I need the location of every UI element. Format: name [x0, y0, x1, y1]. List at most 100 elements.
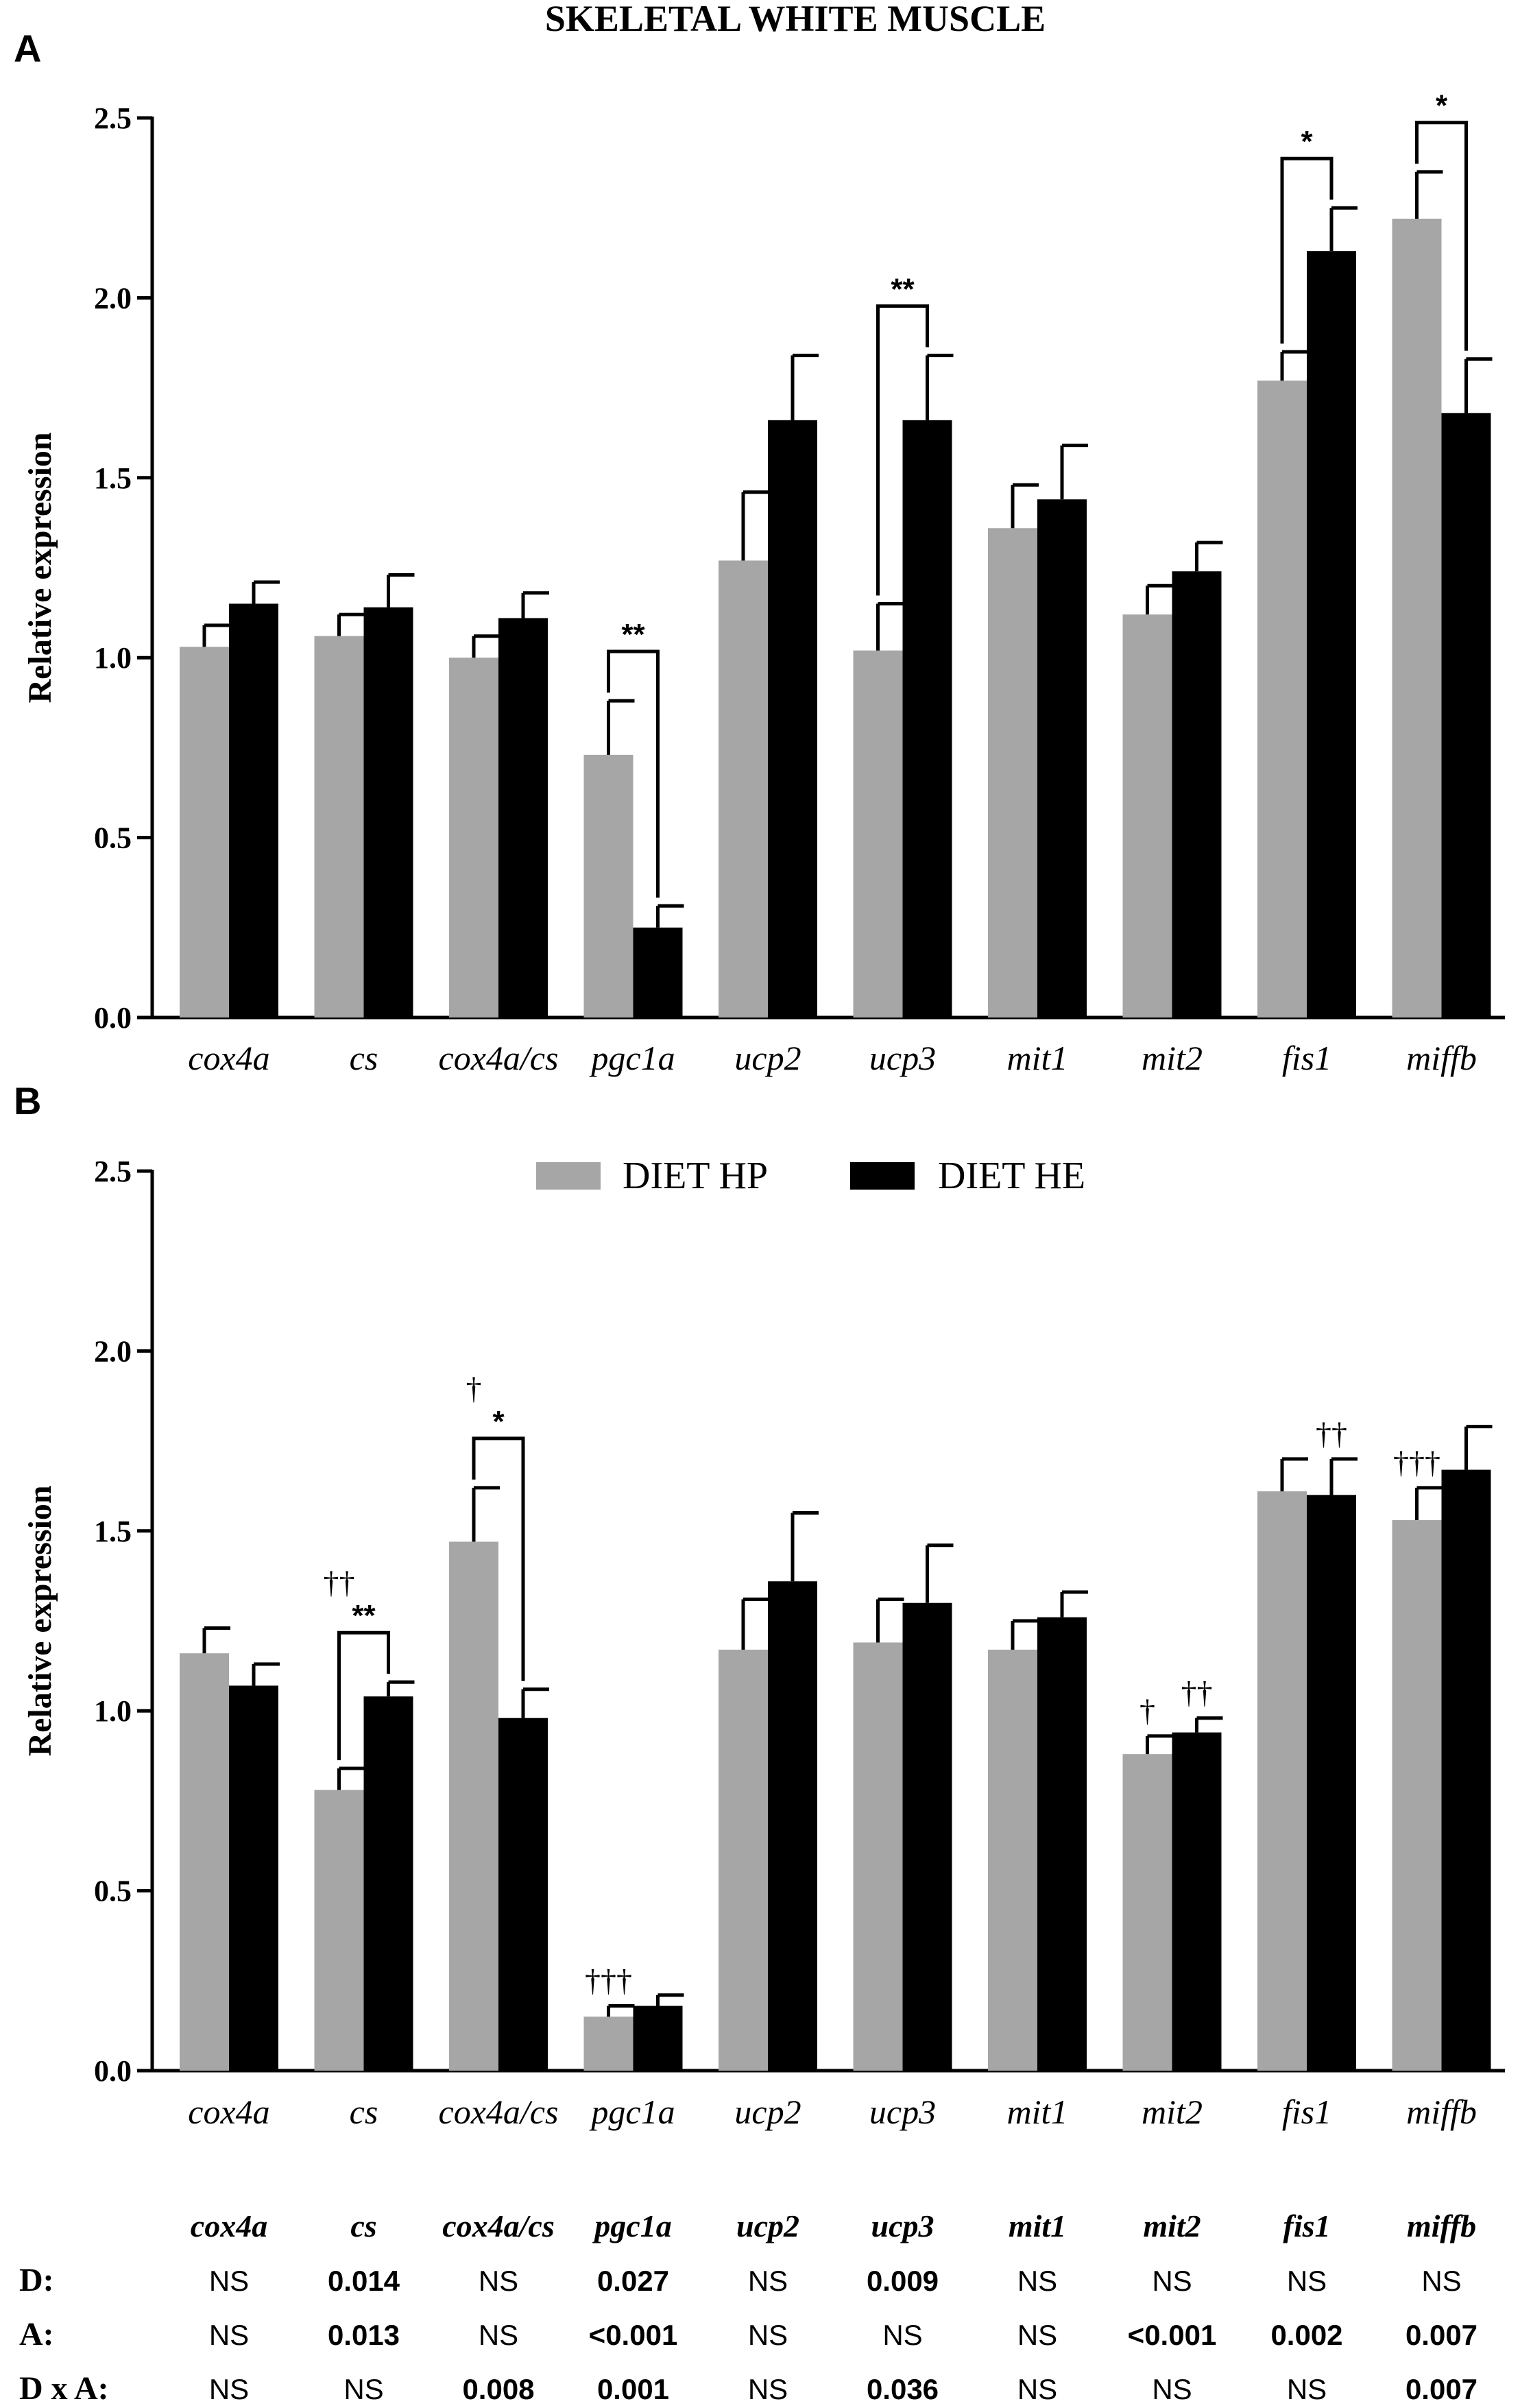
stats-cell: NS — [479, 2265, 518, 2297]
panel-a-significance-label: ** — [621, 618, 645, 651]
stats-cell: NS — [1017, 2319, 1057, 2351]
panel-b-bar-hp — [853, 1642, 903, 2071]
stats-column-header: cs — [350, 2208, 376, 2243]
stats-cell: 0.014 — [328, 2265, 400, 2297]
panel-b-bar-hp — [180, 1653, 229, 2071]
panel-b-significance-label: ** — [352, 1599, 376, 1633]
panel-a-x-tick-label: mit2 — [1142, 1039, 1203, 1077]
stats-cell: 0.007 — [1406, 2373, 1477, 2405]
figure-title: SKELETAL WHITE MUSCLE — [545, 0, 1046, 39]
panel-b-x-tick-label: ucp2 — [734, 2093, 801, 2131]
panel-a-significance-label: ** — [891, 272, 915, 306]
panel-b-significance-bracket — [337, 1630, 390, 1761]
stats-cell: 0.008 — [462, 2373, 534, 2405]
panel-a-x-tick-label: ucp3 — [869, 1039, 936, 1077]
panel-b-dagger-mark: ††† — [1393, 1445, 1440, 1480]
panel-b-bar-he — [902, 1602, 952, 2071]
stats-cell: NS — [343, 2373, 383, 2405]
panel-a-x-tick-label: ucp2 — [734, 1039, 801, 1077]
panel-b-y-tick-label: 0.5 — [94, 1875, 132, 1908]
stats-cell: NS — [882, 2319, 922, 2351]
panel-b-bar-hp — [1392, 1520, 1442, 2071]
panel-a-significance-bracket — [1280, 156, 1334, 344]
panel-a-x-tick-label: fis1 — [1282, 1039, 1331, 1077]
stats-cell: NS — [748, 2265, 788, 2297]
panel-a-y-tick-label: 2.5 — [94, 101, 132, 135]
panel-a-bar-he — [633, 927, 683, 1018]
panel-b-bar-hp — [583, 2016, 634, 2071]
panel-b-x-tick-label: mit2 — [1142, 2093, 1203, 2131]
panel-a-bar-hp — [988, 528, 1037, 1018]
panel-a-bar-he — [1037, 499, 1087, 1018]
panel-b-y-tick-label: 1.5 — [94, 1515, 132, 1548]
panel-b-x-tick-label: cox4a/cs — [439, 2093, 559, 2131]
stats-cell: <0.001 — [1128, 2319, 1217, 2351]
panel-a-bar-he — [1307, 251, 1356, 1018]
panel-a-y-tick-label: 1.5 — [94, 461, 132, 495]
stats-column-header: mit2 — [1143, 2208, 1201, 2243]
panel-a-significance-label: * — [1436, 89, 1448, 123]
stats-column-header: ucp2 — [736, 2208, 799, 2243]
panel-b-dagger-mark: ††† — [585, 1963, 632, 1998]
panel-b-bar-hp — [719, 1649, 768, 2071]
panel-b-dagger-mark: †† — [1181, 1675, 1213, 1710]
chart-panel-b: B 0.0 0.5 1.0 1.5 2.0 2.5 Relative expression co… — [14, 1079, 1505, 2131]
stats-row-label: A: — [19, 2316, 54, 2352]
panel-a-bar-hp — [719, 560, 768, 1018]
panel-a-bar-hp — [314, 636, 364, 1018]
panel-b-x-tick-label: fis1 — [1282, 2093, 1331, 2131]
panel-a-bar-hp — [180, 647, 229, 1018]
panel-a-bar-he — [1172, 571, 1222, 1018]
panel-b-significance-label: * — [492, 1405, 505, 1438]
panel-a-x-tick-label: pgc1a — [589, 1039, 675, 1077]
panel-a-bar-hp — [853, 650, 903, 1018]
stats-cell: NS — [209, 2373, 249, 2405]
panel-b-x-tick-label: ucp3 — [869, 2093, 936, 2131]
panel-a-bar-hp — [449, 658, 498, 1018]
stats-cell: 0.007 — [1406, 2319, 1477, 2351]
panel-a-y-tick-label: 2.0 — [94, 281, 132, 315]
panel-a-bar-he — [768, 420, 817, 1018]
panel-b-x-tick-label: pgc1a — [589, 2093, 675, 2131]
panel-b-y-tick-label: 2.5 — [94, 1155, 132, 1188]
panel-b-significance-bracket — [472, 1436, 525, 1681]
panel-a-significance-bracket — [607, 649, 660, 898]
stats-cell: 0.002 — [1270, 2319, 1342, 2351]
panel-a-x-tick-label: miffb — [1406, 1039, 1477, 1077]
stats-cell: NS — [748, 2319, 788, 2351]
panel-a-bar-he — [902, 420, 952, 1018]
stats-column-header: miffb — [1407, 2208, 1476, 2243]
panel-b-x-tick-label: cs — [350, 2093, 378, 2131]
panel-b-x-tick-label: mit1 — [1007, 2093, 1068, 2131]
panel-a-y-tick-label: 1.0 — [94, 641, 132, 675]
stats-column-header: cox4a/cs — [442, 2208, 555, 2243]
stats-cell: NS — [1287, 2373, 1327, 2405]
panel-a-bar-hp — [1122, 614, 1172, 1018]
panel-b-bar-he — [1441, 1469, 1491, 2071]
panel-b-y-axis-title: Relative expression — [22, 1485, 58, 1756]
panel-a-label: A — [14, 27, 41, 70]
stats-row-label: D x A: — [19, 2370, 109, 2407]
panel-a-bar-hp — [583, 754, 634, 1018]
stats-cell: NS — [1017, 2373, 1057, 2405]
panel-b-bar-he — [498, 1718, 548, 2071]
panel-b-dagger-mark: †† — [324, 1565, 355, 1600]
stats-column-header: ucp3 — [871, 2208, 934, 2243]
panel-b-bar-he — [1307, 1495, 1356, 2071]
panel-a-bar-he — [363, 607, 413, 1018]
panel-b-x-tick-label: cox4a — [188, 2093, 269, 2131]
stats-cell: NS — [1017, 2265, 1057, 2297]
panel-b-bar-hp — [1257, 1491, 1307, 2071]
stats-cell: <0.001 — [589, 2319, 678, 2351]
stats-cell: NS — [479, 2319, 518, 2351]
stats-cell: NS — [1287, 2265, 1327, 2297]
panel-b-bar-he — [229, 1685, 278, 2071]
stats-cell: NS — [1421, 2265, 1461, 2297]
panel-b-bar-he — [1172, 1732, 1222, 2071]
legend-swatch-hp — [536, 1162, 601, 1190]
panel-a-y-tick-label: 0.5 — [94, 821, 132, 855]
panel-b-bar-he — [633, 2006, 683, 2071]
stats-cell: 0.027 — [597, 2265, 669, 2297]
panel-b-y-tick-label: 2.0 — [94, 1334, 132, 1368]
